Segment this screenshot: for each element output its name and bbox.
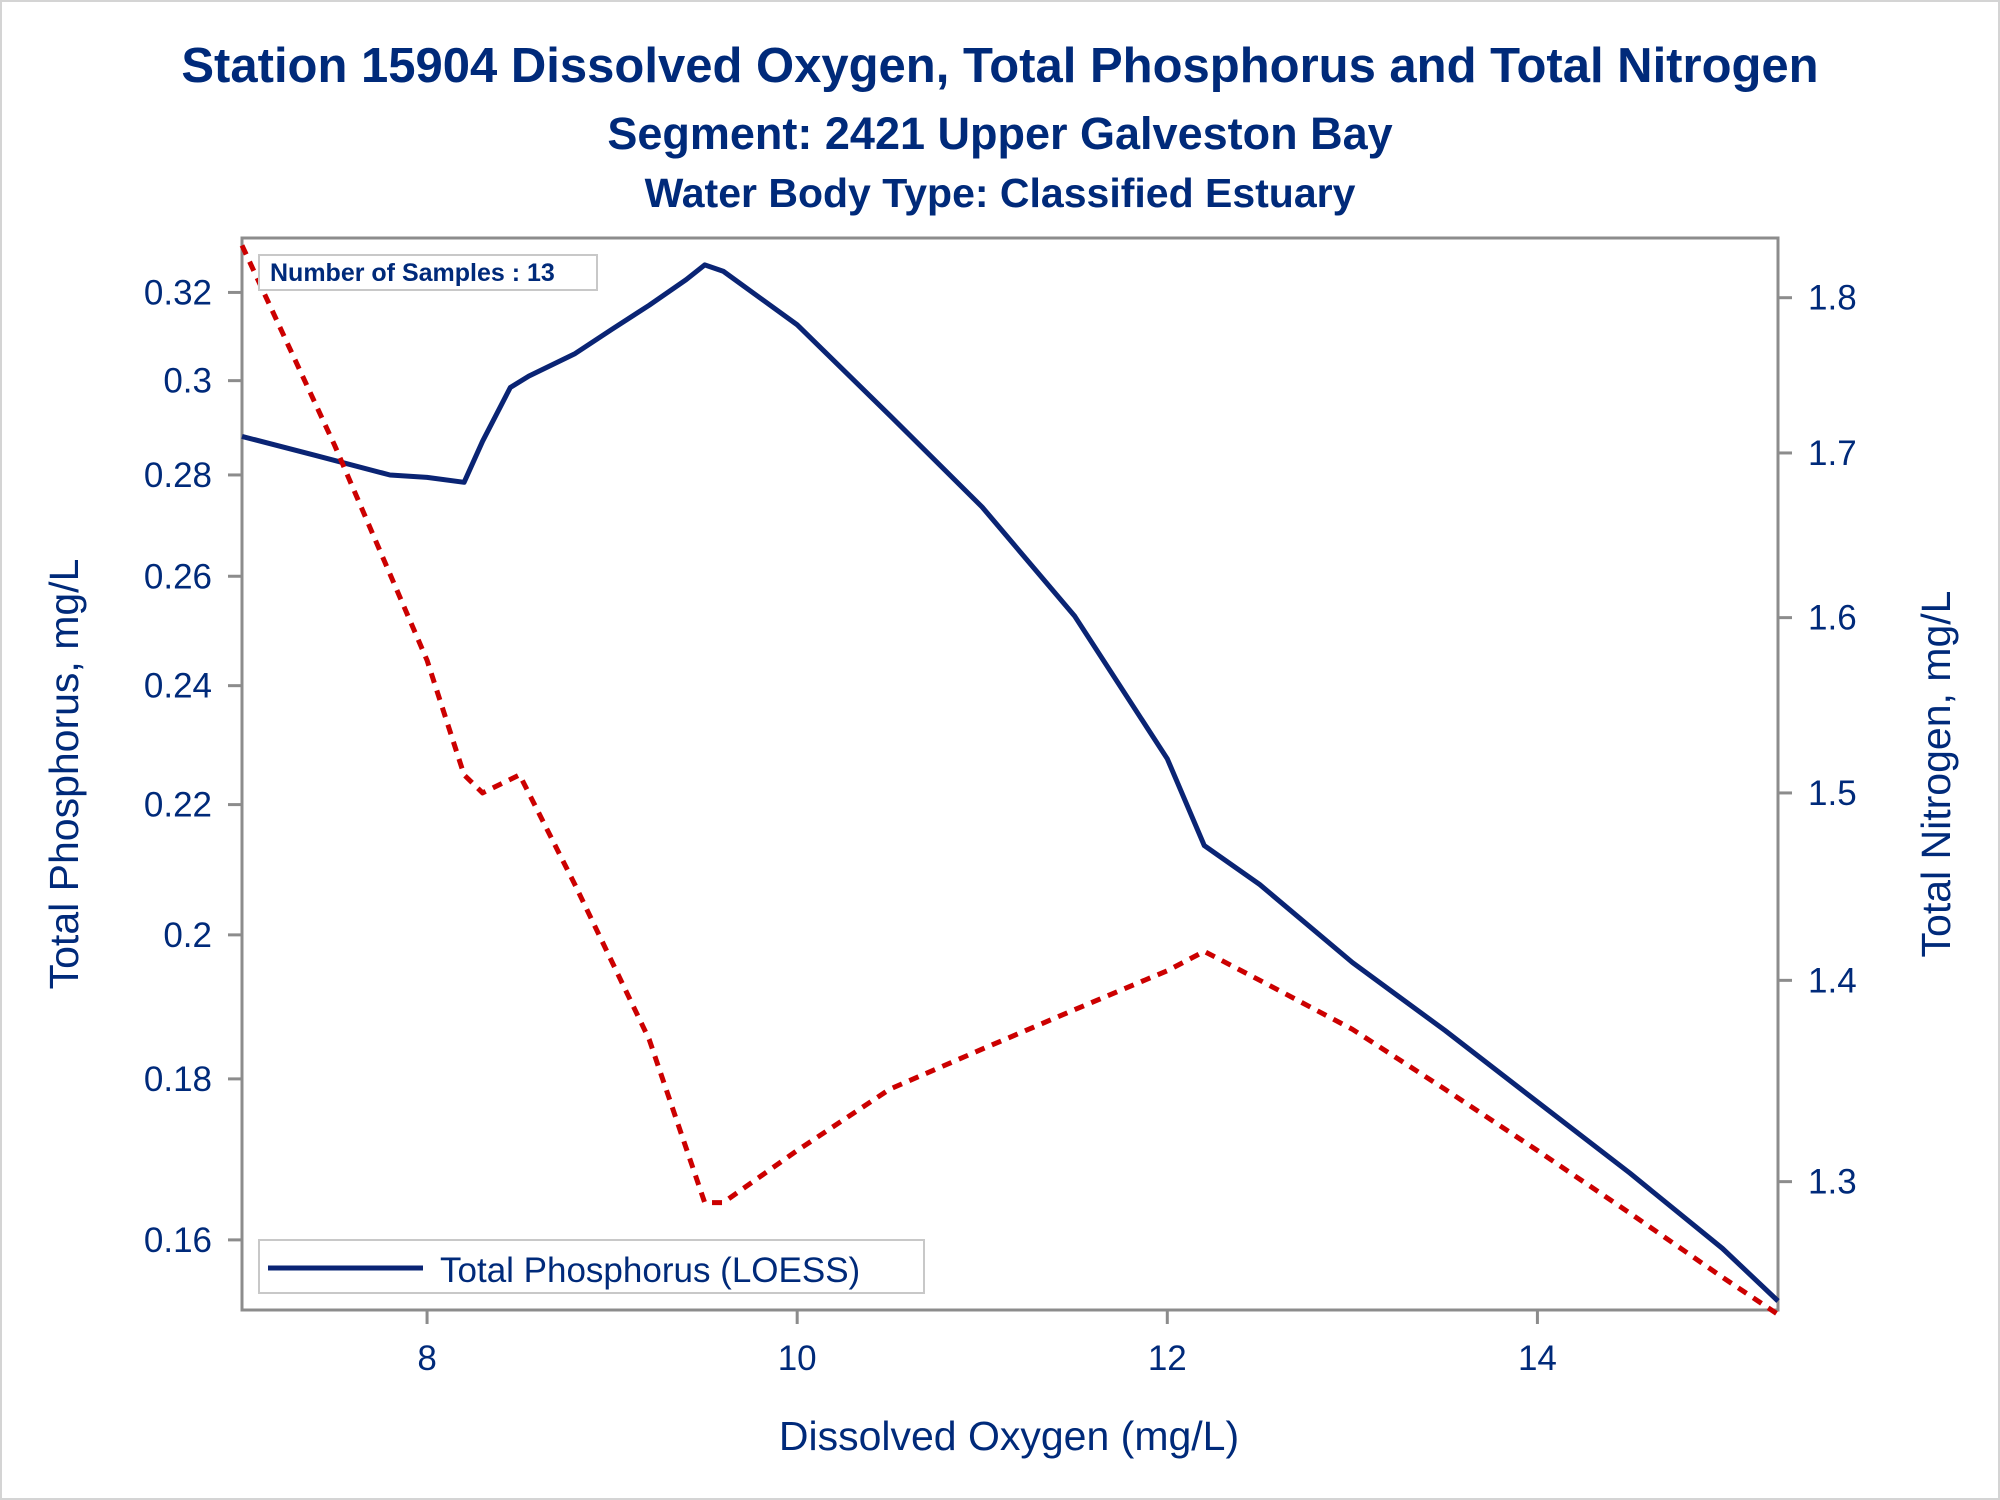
- y2-tick-label: 1.7: [1808, 434, 1857, 473]
- samples-inset: Number of Samples : 13: [258, 254, 598, 291]
- y-tick-label: 0.28: [144, 456, 212, 495]
- y-tick-label: 0.22: [144, 786, 212, 825]
- y-tick-label: 0.3: [163, 362, 212, 401]
- x-tick-label: 12: [1148, 1339, 1187, 1378]
- x-tick-label: 14: [1518, 1339, 1557, 1378]
- chart-title: Station 15904 Dissolved Oxygen, Total Ph…: [181, 39, 1819, 93]
- chart-subtitle: Segment: 2421 Upper Galveston Bay: [607, 108, 1393, 159]
- y2-tick-label: 1.5: [1808, 774, 1857, 813]
- y-tick-label: 0.18: [144, 1060, 212, 1099]
- y2-tick-label: 1.3: [1808, 1163, 1857, 1202]
- series-line-total-phosphorus: [241, 262, 1780, 1303]
- y-tick-label: 0.26: [144, 557, 212, 596]
- y-axis-phosphorus: 0.16 0.18 0.2 0.22 0.24 0.26 0.28 0.3 0.32: [144, 273, 242, 1260]
- y-tick-label: 0.2: [163, 916, 212, 955]
- series-line-total-nitrogen: [239, 244, 1780, 1317]
- legend: Total Phosphorus (LOESS): [258, 1239, 925, 1294]
- y-tick-label: 0.24: [144, 667, 212, 706]
- y-axis-label: Total Phosphorus, mg/L: [41, 559, 87, 990]
- samples-inset-box: [258, 254, 598, 291]
- x-axis: 8 10 12 14: [417, 1310, 1557, 1378]
- y2-tick-label: 1.6: [1808, 599, 1857, 638]
- chart-subtitle-water-body: Water Body Type: Classified Estuary: [644, 170, 1356, 216]
- legend-label-phosphorus: Total Phosphorus (LOESS): [440, 1251, 860, 1290]
- y2-tick-label: 1.8: [1808, 279, 1857, 318]
- y2-tick-label: 1.4: [1808, 961, 1857, 1000]
- plot-area: [240, 236, 1780, 1312]
- series-group: [239, 244, 1780, 1317]
- y2-axis-label: Total Nitrogen, mg/L: [1913, 591, 1959, 958]
- y-tick-label: 0.16: [144, 1221, 212, 1260]
- x-axis-label: Dissolved Oxygen (mg/L): [779, 1413, 1239, 1459]
- samples-count-label: Number of Samples : 13: [270, 259, 555, 287]
- y-axis-nitrogen: 1.3 1.4 1.5 1.6 1.7 1.8: [1778, 279, 1857, 1202]
- y-tick-label: 0.32: [144, 273, 212, 312]
- x-tick-label: 10: [778, 1339, 817, 1378]
- x-tick-label: 8: [417, 1339, 436, 1378]
